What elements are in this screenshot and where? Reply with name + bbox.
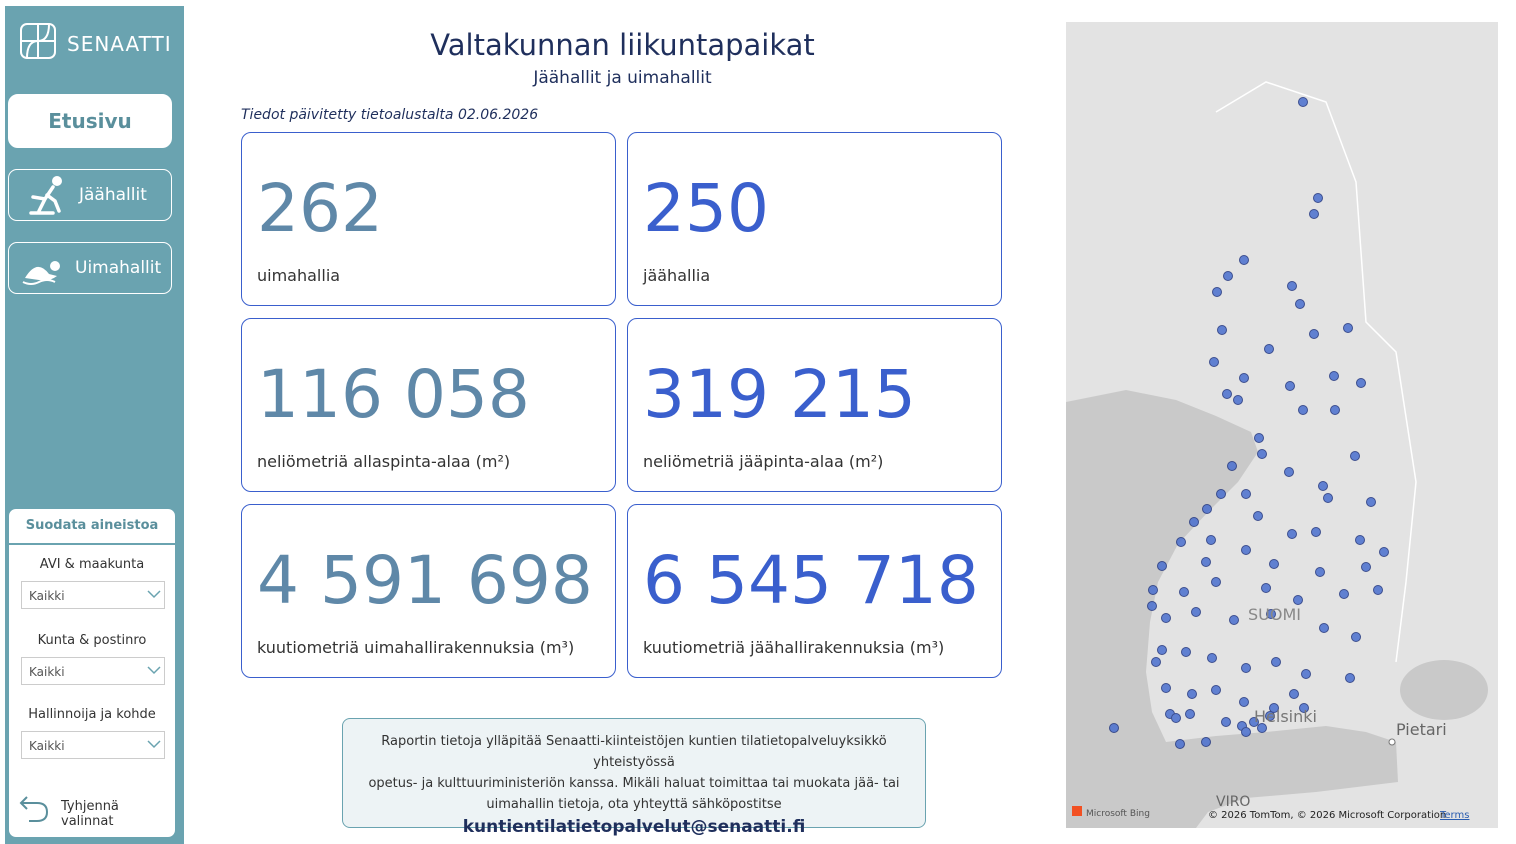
nav-ice[interactable]: Jäähallit: [8, 169, 172, 221]
kpi-label: neliömetriä jääpinta-alaa (m²): [643, 452, 884, 471]
info-box: Raportin tietoja ylläpitää Senaatti-kiin…: [342, 718, 926, 837]
email[interactable]: kuntientilatietopalvelut@senaatti.fi: [462, 817, 806, 837]
info-line: Raportin tietoja ylläpitää Senaatti-kiin…: [381, 734, 887, 770]
kpi-card: 319 215 neliömetriä jääpinta-alaa (m²): [627, 318, 1002, 492]
dropdown[interactable]: Kaikki: [21, 731, 165, 759]
dropdown-value: Kaikki: [29, 665, 65, 679]
dropdown[interactable]: Kaikki: [21, 581, 165, 609]
map-provider: Microsoft Bing: [1086, 809, 1150, 819]
kpi-label: uimahallia: [257, 266, 341, 285]
kpi-value: 4 591 698: [257, 542, 593, 619]
dropdown[interactable]: Kaikki: [21, 657, 165, 685]
logo-text: SENAATTI: [67, 32, 172, 56]
kpi-value: 319 215: [643, 356, 916, 433]
info-line: opetus- ja kulttuuriministeriön kanssa. …: [368, 776, 900, 791]
info-line: uimahallin tietoja, ota yhteyttä sähköpo…: [486, 797, 782, 812]
filter-label: Hallinnoija ja kohde: [28, 707, 156, 722]
filter-panel: Suodata aineistoa AVI & maakunta Kaikki …: [8, 508, 176, 838]
subtitle: Jäähallit ja uimahallit: [533, 68, 712, 88]
map-label: Helsinki: [1254, 707, 1317, 726]
kpi-label: kuutiometriä uimahallirakennuksia (m³): [257, 638, 575, 657]
title: Valtakunnan liikuntapaikat: [430, 28, 815, 62]
kpi-card: 116 058 neliömetriä allaspinta-alaa (m²): [241, 318, 616, 492]
map-terms[interactable]: Terms: [1439, 810, 1469, 821]
kpi-card: 4 591 698 kuutiometriä uimahallirakennuks…: [241, 504, 616, 678]
nav-label: Uimahallit: [75, 258, 162, 278]
bing-logo: [1072, 806, 1082, 816]
kpi-card: 250 jäähallia: [627, 132, 1002, 306]
filter-label: AVI & maakunta: [39, 557, 145, 572]
kpi-value: 250: [643, 170, 769, 247]
clear-button[interactable]: Tyhjennä valinnat: [61, 799, 119, 829]
kpi-card: 262 uimahallia: [241, 132, 616, 306]
clear-icon: [19, 796, 49, 822]
nav-swim[interactable]: Uimahallit: [8, 242, 172, 294]
nav-home[interactable]: Etusivu: [8, 94, 172, 148]
map-label: SUOMI: [1248, 605, 1301, 624]
map-points: [1109, 97, 1389, 749]
filter-label: Kunta & postinro: [37, 633, 147, 648]
sidebar: SENAATTI Etusivu Jäähallit Uimahallit Su…: [5, 6, 184, 844]
map-border: [1215, 81, 1417, 663]
kpi-label: jäähallia: [643, 266, 711, 285]
map-water: [1066, 390, 1398, 828]
kpi-label: kuutiometriä jäähallirakennuksia (m³): [643, 638, 945, 657]
map-label: Pietari: [1396, 720, 1447, 739]
swimmer-icon: [22, 261, 60, 285]
chevron: [147, 666, 161, 675]
dropdown-value: Kaikki: [29, 739, 65, 753]
kpi-value: 116 058: [257, 356, 530, 433]
kpi-value: 6 545 718: [643, 542, 979, 619]
kpi-label: neliömetriä allaspinta-alaa (m²): [257, 452, 511, 471]
map: SUOMI Helsinki Pietari VIRO Microsoft Bi…: [1066, 22, 1498, 828]
logo-icon: [20, 23, 56, 59]
updated: Tiedot päivitetty tietoalustalta 02.06.2…: [241, 107, 539, 123]
city-marker: [1388, 738, 1396, 746]
kpi-card: 6 545 718 kuutiometriä jäähallirakennuksi…: [627, 504, 1002, 678]
map-copyright: © 2026 TomTom, © 2026 Microsoft Corporat…: [1208, 810, 1446, 821]
skater-icon: [29, 176, 62, 215]
kpi-value: 262: [257, 170, 383, 247]
chevron: [147, 590, 161, 599]
chevron: [147, 740, 161, 749]
map-lake: [1400, 660, 1488, 720]
dropdown-value: Kaikki: [29, 589, 65, 603]
nav-label: Jäähallit: [79, 185, 147, 205]
map-label: VIRO: [1216, 794, 1250, 810]
filter-title: Suodata aineistoa: [9, 509, 175, 545]
